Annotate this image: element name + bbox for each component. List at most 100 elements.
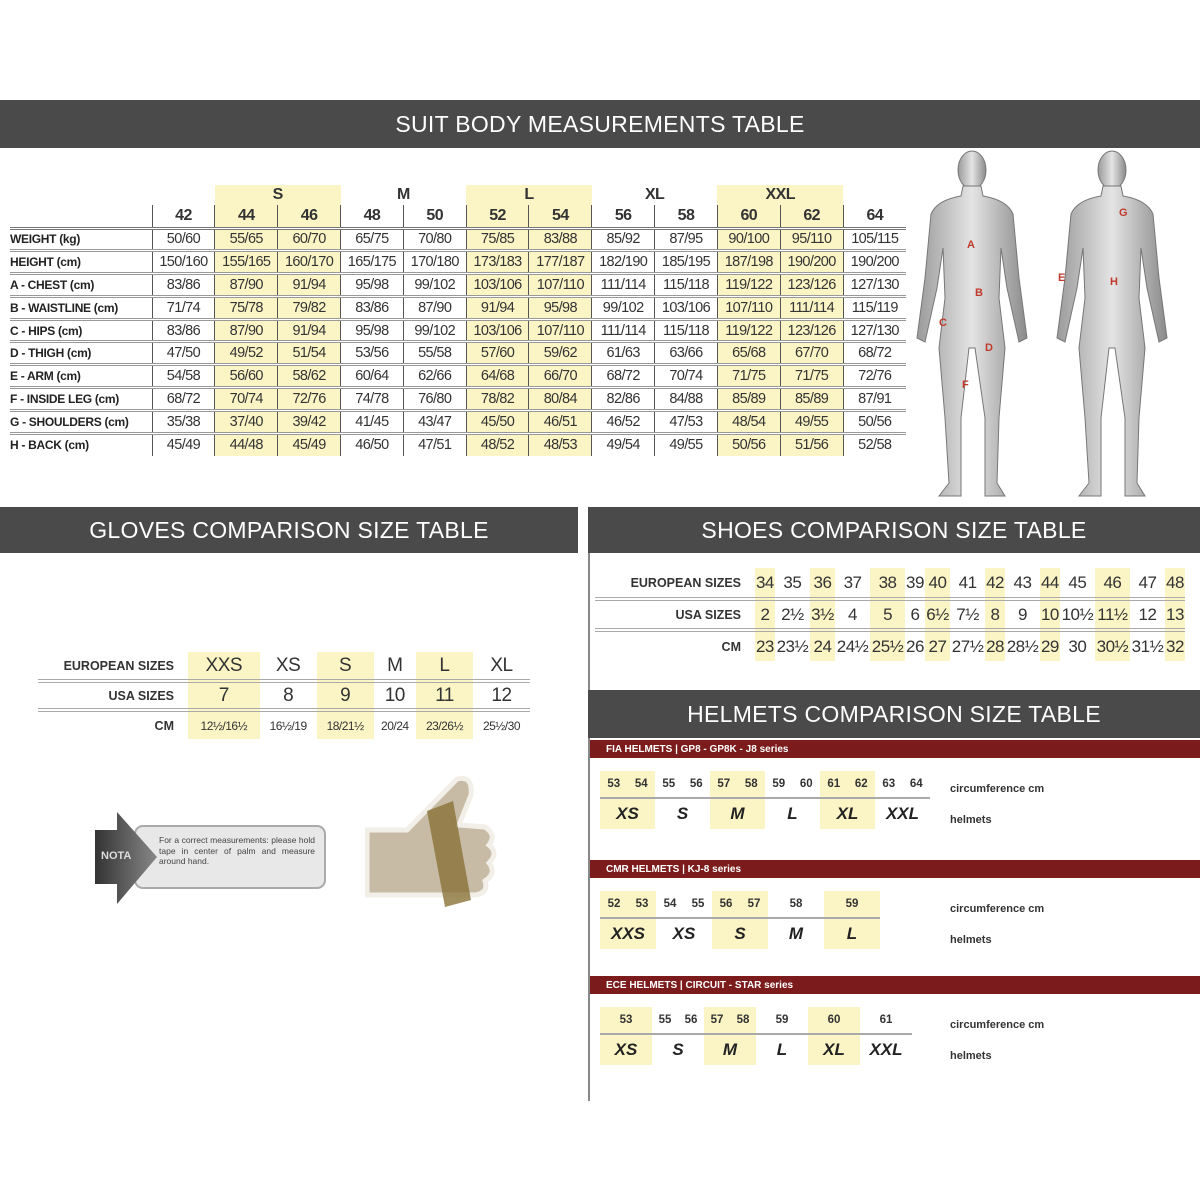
helmet-size-table: 52 53 XXS 54 55 XS 56 57 S 58 M 59 L [600, 891, 880, 949]
table-cell: 12 [1129, 599, 1165, 632]
helmet-size-group: 57 58 M [704, 1007, 756, 1065]
helmet-size: S [672, 1040, 684, 1059]
circumference-value: 59 [772, 778, 786, 790]
table-row: G - SHOULDERS (cm) 35/38 37/40 39/42 41/45 43… [10, 410, 906, 435]
table-cell: 47/50 [151, 341, 215, 367]
table-cell: 83/86 [151, 273, 215, 298]
table-cell: 71/74 [151, 296, 215, 321]
circumference-value: 61 [879, 1014, 893, 1026]
row-label: E - ARM (cm) [10, 364, 153, 390]
table-cell: 10 [1040, 599, 1060, 632]
circumference-value: 55 [662, 778, 676, 790]
table-cell: 99/102 [402, 319, 467, 344]
table-cell: 47/51 [402, 433, 467, 456]
table-row: CM 23 23½ 24 24½ 25½ 26 27 27½ 28 28½ 29 30 30½ 31½ 32 [595, 630, 1185, 661]
table-cell: 6½ [924, 599, 951, 632]
table-cell: M [373, 652, 416, 683]
circumference-values: 59 60 [765, 771, 820, 799]
circumference-value: 62 [854, 778, 868, 790]
table-cell: 8 [259, 681, 317, 712]
circumference-value: 54 [634, 778, 648, 790]
circumference-value: 53 [635, 898, 649, 910]
circumference-value: 53 [619, 1014, 633, 1026]
circumference-values: 61 62 [820, 771, 875, 799]
size-header: 64 [842, 205, 906, 230]
circumference-value: 60 [799, 778, 813, 790]
table-cell: 57/60 [465, 341, 529, 367]
size-header: 58 [654, 205, 718, 230]
table-cell: XS [259, 652, 317, 683]
table-cell: 45/50 [465, 410, 529, 435]
table-cell: 18/21½ [316, 710, 374, 739]
helmet-series-bar: CMR HELMETS | KJ-8 series [590, 860, 1200, 878]
table-cell: 23 [755, 630, 775, 661]
table-cell: 56/60 [214, 364, 278, 390]
table-cell: 107/110 [528, 273, 592, 298]
table-cell: 58/62 [277, 364, 341, 390]
helmet-size-group: 55 56 S [652, 1007, 704, 1065]
table-cell: 2 [755, 599, 775, 632]
table-row: EUROPEAN SIZES 34 35 36 37 38 39 40 41 42 43 44 45 46… [595, 568, 1185, 601]
table-row: E - ARM (cm) 54/58 56/60 58/62 60/64 62/66 64/… [10, 364, 906, 390]
table-cell: 7 [188, 681, 260, 712]
table-cell: 45 [1059, 568, 1095, 601]
table-cell: 99/102 [591, 296, 655, 321]
table-cell: 70/80 [402, 228, 467, 253]
circumference-values: 57 58 [710, 771, 765, 799]
table-row: D - THIGH (cm) 47/50 49/52 51/54 53/56 55/58 5… [10, 341, 906, 367]
table-cell: 95/98 [528, 296, 592, 321]
circumference-values: 56 57 [712, 891, 768, 919]
table-cell: 35 [774, 568, 810, 601]
helmet-size-group: 54 55 XS [656, 891, 712, 949]
table-cell: 3½ [809, 599, 836, 632]
table-cell: 182/190 [591, 250, 655, 276]
table-cell: 91/94 [465, 296, 529, 321]
table-cell: 90/100 [716, 228, 781, 253]
table-cell: XXS [188, 652, 260, 683]
helmet-size: XXS [610, 924, 646, 943]
table-cell: 91/94 [277, 319, 341, 344]
table-cell: 51/56 [779, 433, 844, 456]
table-cell: 115/118 [654, 319, 718, 344]
size-header: 52 [465, 205, 529, 230]
table-cell: 190/200 [779, 250, 844, 276]
table-cell: 25½/30 [482, 718, 521, 733]
figure-label-a: A [967, 239, 975, 251]
helmet-size-group: 59 L [824, 891, 880, 949]
row-label: CM [154, 718, 174, 733]
helmets-label: helmets [950, 1050, 992, 1062]
helmet-size-group: 60 XL [808, 1007, 860, 1065]
size-group-label: M [396, 186, 410, 203]
row-label: EUROPEAN SIZES [38, 652, 188, 683]
helmet-size-group: 61 62 XL [820, 771, 875, 829]
table-cell: 16½/19 [269, 718, 308, 733]
table-cell: 85/92 [591, 228, 655, 253]
front-body-figure [916, 150, 1028, 497]
table-cell: 79/82 [277, 296, 341, 321]
table-cell: 111/114 [591, 319, 655, 344]
row-label: F - INSIDE LEG (cm) [10, 387, 153, 412]
table-cell: 44/48 [214, 433, 278, 456]
table-cell: 190/200 [842, 250, 906, 276]
table-cell: 48/52 [465, 433, 529, 456]
table-row: B - WAISTLINE (cm) 71/74 75/78 79/82 83/86 87… [10, 296, 906, 321]
table-cell: 50/56 [716, 433, 781, 456]
table-cell: 49/54 [591, 433, 655, 456]
table-cell: 103/106 [465, 273, 529, 298]
table-cell: 6 [905, 599, 925, 632]
table-cell: 123/126 [779, 273, 844, 298]
table-cell: 68/72 [842, 341, 906, 367]
table-cell: 173/183 [465, 250, 529, 276]
table-cell: 68/72 [151, 387, 215, 412]
table-cell: 177/187 [528, 250, 592, 276]
shoes-table-title: SHOES COMPARISON SIZE TABLE [588, 507, 1200, 553]
table-cell: 115/118 [654, 273, 718, 298]
figure-label-b: B [975, 287, 983, 299]
table-cell: 78/82 [465, 387, 529, 412]
table-cell: 68/72 [591, 364, 655, 390]
table-cell: 72/76 [842, 364, 906, 390]
circumference-value: 55 [691, 898, 705, 910]
table-cell: 8 [985, 599, 1005, 632]
circumference-value: 60 [827, 1014, 841, 1026]
helmet-size: XXL [869, 1040, 903, 1059]
